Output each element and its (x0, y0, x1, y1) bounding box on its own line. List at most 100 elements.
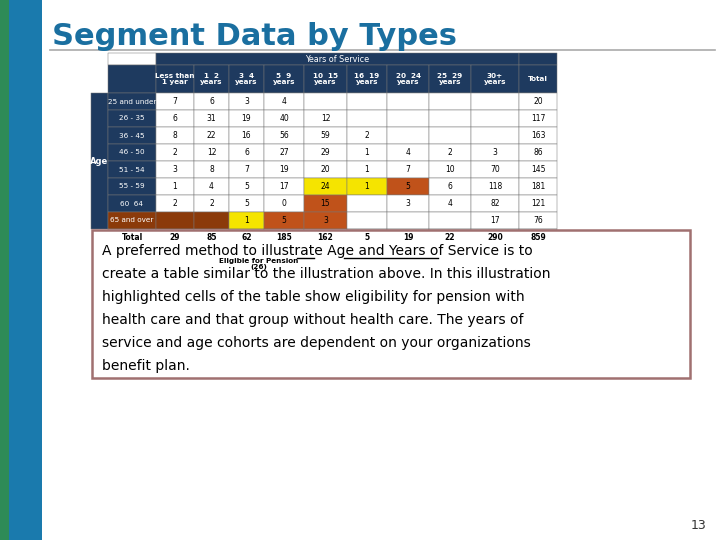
Bar (264, 144, 304, 161)
Bar (108, 161, 156, 178)
Text: 2: 2 (209, 199, 214, 208)
Text: 2: 2 (173, 199, 177, 208)
Bar (194, 144, 229, 161)
Bar (429, 212, 471, 229)
Bar (108, 127, 156, 144)
Text: 4: 4 (282, 97, 287, 106)
Text: 6: 6 (448, 182, 452, 191)
Text: 0: 0 (282, 199, 287, 208)
Bar (429, 195, 471, 212)
Bar (194, 212, 229, 229)
Text: 85: 85 (206, 233, 217, 242)
Bar (264, 212, 304, 229)
Bar (229, 65, 264, 93)
Bar (304, 144, 347, 161)
Bar (519, 53, 557, 65)
Bar (156, 161, 194, 178)
Bar (519, 161, 557, 178)
Text: 24: 24 (320, 182, 330, 191)
Bar (108, 195, 156, 212)
Bar (471, 195, 519, 212)
Text: 2: 2 (448, 148, 452, 157)
Bar (194, 65, 229, 93)
Bar (387, 93, 429, 110)
Bar (229, 195, 264, 212)
Text: 19: 19 (279, 165, 289, 174)
Bar (194, 161, 229, 178)
Bar (156, 178, 194, 195)
Bar (108, 212, 156, 229)
Text: 17: 17 (279, 182, 289, 191)
Text: 3: 3 (405, 199, 410, 208)
Bar (387, 161, 429, 178)
Text: 3  4
years: 3 4 years (235, 73, 258, 85)
Bar (471, 65, 519, 93)
Bar (347, 161, 387, 178)
Bar (108, 144, 156, 161)
Bar (194, 178, 229, 195)
Bar (471, 161, 519, 178)
Text: 22: 22 (445, 233, 455, 242)
Bar (264, 127, 304, 144)
Bar (347, 212, 387, 229)
Text: 3: 3 (244, 97, 249, 106)
Bar (108, 110, 156, 127)
Bar (429, 161, 471, 178)
Bar (347, 144, 387, 161)
Bar (304, 93, 347, 110)
Bar (471, 212, 519, 229)
Text: benefit plan.: benefit plan. (102, 359, 190, 373)
Bar (108, 93, 156, 110)
Bar (264, 229, 304, 246)
Text: 56: 56 (279, 131, 289, 140)
Bar (229, 93, 264, 110)
Text: 65 and over: 65 and over (110, 218, 153, 224)
Text: 5  9
years: 5 9 years (273, 73, 295, 85)
Text: 8: 8 (173, 131, 177, 140)
Text: Less than
1 year: Less than 1 year (156, 73, 194, 85)
Text: 46 - 50: 46 - 50 (120, 150, 145, 156)
Text: 10: 10 (445, 165, 455, 174)
Text: create a table similar to the illustration above. In this illustration: create a table similar to the illustrati… (102, 267, 551, 281)
Text: 2: 2 (364, 131, 369, 140)
Text: 3: 3 (492, 148, 498, 157)
Bar (347, 195, 387, 212)
Bar (156, 144, 194, 161)
Bar (229, 144, 264, 161)
Bar (471, 229, 519, 246)
Bar (519, 212, 557, 229)
Text: 1: 1 (364, 165, 369, 174)
Bar (347, 229, 387, 246)
Bar (519, 195, 557, 212)
Text: 40: 40 (279, 114, 289, 123)
Text: Age: Age (91, 157, 109, 165)
Bar (387, 178, 429, 195)
Bar (91, 93, 108, 229)
Bar (264, 110, 304, 127)
Text: 4: 4 (448, 199, 452, 208)
Bar (264, 178, 304, 195)
Text: 25 and under: 25 and under (108, 98, 156, 105)
Bar (108, 229, 156, 246)
Text: 1  2
years: 1 2 years (200, 73, 222, 85)
Text: 5: 5 (282, 216, 287, 225)
Bar (387, 144, 429, 161)
Bar (229, 110, 264, 127)
Bar (264, 93, 304, 110)
Text: 55 - 59: 55 - 59 (120, 184, 145, 190)
Bar (156, 212, 194, 229)
Text: 5: 5 (244, 199, 249, 208)
Text: 29: 29 (320, 148, 330, 157)
Text: service and age cohorts are dependent on your organizations: service and age cohorts are dependent on… (102, 336, 531, 350)
Bar (194, 195, 229, 212)
Text: 51 - 54: 51 - 54 (120, 166, 145, 172)
Text: 5: 5 (364, 233, 369, 242)
Bar (429, 178, 471, 195)
Text: 163: 163 (531, 131, 545, 140)
Text: 15: 15 (320, 199, 330, 208)
Text: 162: 162 (318, 233, 333, 242)
Text: 118: 118 (488, 182, 502, 191)
Bar (519, 229, 557, 246)
Bar (216, 251, 301, 277)
Bar (429, 229, 471, 246)
